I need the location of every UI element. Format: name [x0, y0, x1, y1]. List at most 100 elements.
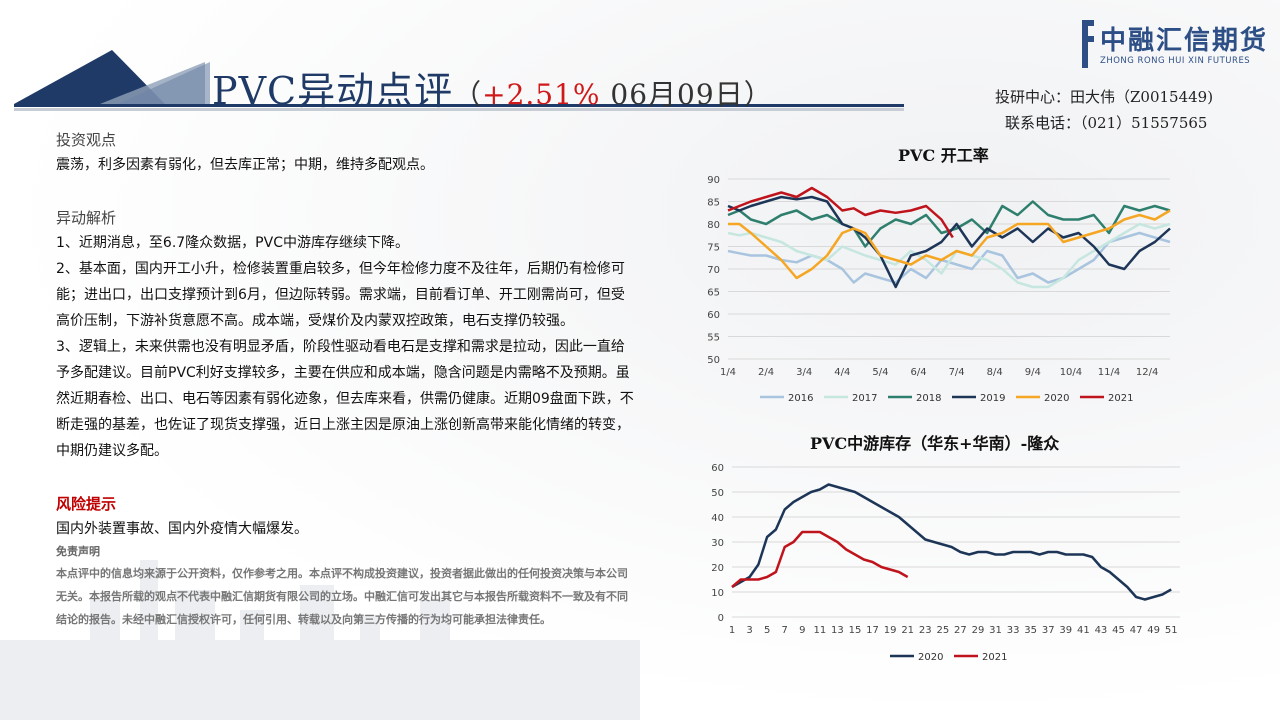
deco-triangle-dark [14, 50, 165, 104]
x-tick-label-0: 1/4 [720, 367, 736, 378]
x-tick-label-7: 8/4 [987, 367, 1003, 378]
y-tick-label-2: 60 [707, 310, 720, 321]
x-tick-label-4: 5/4 [872, 367, 888, 378]
x-tick-label-8: 17 [866, 625, 879, 636]
x-tick-label-2: 3/4 [796, 367, 812, 378]
x-tick-label-9: 19 [884, 625, 897, 636]
legend-label-2021: 2021 [982, 652, 1007, 663]
x-tick-label-11: 12/4 [1136, 367, 1158, 378]
disclaimer-text: 本点评中的信息均来源于公开资料，仅作参考之用。本点评不构成投资建议，投资者据此做… [56, 567, 628, 626]
view-text: 震荡，利多因素有弱化，但去库正常；中期，维持多配观点。 [56, 157, 434, 173]
x-tick-label-22: 45 [1112, 625, 1125, 636]
deco-triangle-mid [118, 62, 210, 104]
analysis-point-1: 1、近期消息，至6.7隆众数据，PVC中游库存继续下降。 [56, 235, 409, 251]
left-column: 投资观点 震荡，利多因素有弱化，但去库正常；中期，维持多配观点。 异动解析 1、… [56, 128, 636, 631]
x-tick-label-16: 33 [1007, 625, 1020, 636]
y-tick-label-7: 85 [707, 198, 720, 209]
chart1-title: PVC 开工率 [898, 146, 989, 165]
logo-name: 中融汇信期货 [1100, 26, 1269, 56]
contact-phone: 联系电话：（021）51557565 [1005, 114, 1208, 132]
series-line-2019 [727, 195, 1171, 289]
x-tick-label-25: 51 [1165, 625, 1178, 636]
x-tick-label-5: 11 [813, 625, 826, 636]
legend-label-2017: 2017 [852, 393, 877, 404]
y-tick-label-6: 60 [711, 463, 724, 474]
x-tick-label-15: 31 [989, 625, 1002, 636]
header-rule-shadow [14, 108, 904, 111]
y-tick-label-1: 55 [707, 333, 720, 344]
x-tick-label-19: 39 [1059, 625, 1072, 636]
y-tick-label-0: 0 [718, 613, 724, 624]
contact-research: 投研中心：田大伟（Z0015449) [995, 88, 1214, 106]
legend-label-2018: 2018 [916, 393, 941, 404]
title-paren-close: ） [743, 78, 773, 111]
x-tick-label-12: 25 [936, 625, 949, 636]
logo-subtitle: ZHONG RONG HUI XIN FUTURES [1100, 56, 1251, 66]
x-tick-label-3: 7 [782, 625, 788, 636]
y-tick-label-6: 80 [707, 220, 720, 231]
y-tick-label-4: 70 [707, 265, 720, 276]
analysis-heading: 异动解析 [56, 209, 117, 227]
company-logo: zn [1068, 20, 1094, 72]
analysis-point-3: 3、逻辑上，未来供需也没有明显矛盾，阶段性驱动看电石是支撑和需求是拉动，因此一直… [56, 339, 634, 459]
series-line-2018 [727, 200, 1171, 248]
x-tick-label-10: 21 [901, 625, 914, 636]
page-title: PVC异动点评（+2.51% 06月09日） [212, 60, 773, 115]
x-tick-label-20: 41 [1077, 625, 1090, 636]
series-line-2021 [727, 186, 954, 239]
y-tick-label-3: 65 [707, 288, 720, 299]
series-line-2020 [728, 209, 1171, 280]
y-tick-label-3: 30 [711, 538, 724, 549]
analysis-point-2: 2、基本面，国内开工小升，检修装置重启较多，但今年检修力度不及往年，后期仍有检修… [56, 261, 625, 329]
series-line-2017 [727, 222, 1171, 289]
x-tick-label-17: 35 [1024, 625, 1037, 636]
contact-block: 投研中心：田大伟（Z0015449) 联系电话：（021）51557565 [995, 84, 1213, 136]
y-tick-label-5: 50 [711, 488, 724, 499]
x-tick-label-1: 3 [746, 625, 752, 636]
x-tick-label-6: 13 [831, 625, 844, 636]
legend-label-2019: 2019 [980, 393, 1005, 404]
x-tick-label-7: 15 [849, 625, 862, 636]
y-tick-label-1: 10 [711, 588, 724, 599]
y-tick-label-2: 20 [711, 563, 724, 574]
x-tick-label-9: 10/4 [1060, 367, 1082, 378]
x-tick-label-14: 29 [972, 625, 985, 636]
disclaimer-heading: 免责声明 [56, 545, 100, 558]
series-line-2021 [731, 530, 909, 588]
logo-f-icon [1082, 20, 1094, 68]
legend-label-2021: 2021 [1108, 393, 1133, 404]
legend-label-2020: 2020 [1044, 393, 1069, 404]
risk-text: 国内外装置事故、国内外疫情大幅爆发。 [56, 521, 308, 537]
x-tick-label-13: 27 [954, 625, 967, 636]
skyline-decoration [0, 560, 640, 720]
legend-label-2016: 2016 [788, 393, 813, 404]
y-tick-label-0: 50 [707, 355, 720, 366]
risk-heading: 风险提示 [56, 495, 117, 513]
title-text: PVC异动点评 [212, 69, 454, 113]
x-tick-label-0: 1 [729, 625, 735, 636]
header-rule [14, 104, 904, 107]
x-tick-label-6: 7/4 [949, 367, 965, 378]
y-tick-label-8: 90 [707, 175, 720, 186]
title-date: 06月09日 [600, 78, 744, 111]
series-line-2020 [731, 483, 1172, 601]
logo-watermark-mark: zn [1068, 26, 1070, 72]
x-tick-label-23: 47 [1130, 625, 1143, 636]
x-tick-label-21: 43 [1095, 625, 1108, 636]
x-tick-label-4: 9 [799, 625, 805, 636]
x-tick-label-11: 23 [919, 625, 932, 636]
x-tick-label-24: 49 [1147, 625, 1160, 636]
x-tick-label-2: 5 [764, 625, 770, 636]
x-tick-label-3: 4/4 [834, 367, 850, 378]
x-tick-label-8: 9/4 [1025, 367, 1041, 378]
chart2-title: PVC中游库存（华东+华南）-隆众 [810, 434, 1060, 453]
x-tick-label-5: 6/4 [910, 367, 926, 378]
legend-label-2020: 2020 [918, 652, 943, 663]
x-tick-label-10: 11/4 [1098, 367, 1120, 378]
y-tick-label-5: 75 [707, 243, 720, 254]
title-paren-open: （ [453, 78, 483, 111]
chart1-operating-rate: 50 55 60 65 70 75 80 85 90 1/4 2/4 3/4 4/4 5/4 6/4 7/4 8… [707, 175, 1171, 404]
x-tick-label-18: 37 [1042, 625, 1055, 636]
